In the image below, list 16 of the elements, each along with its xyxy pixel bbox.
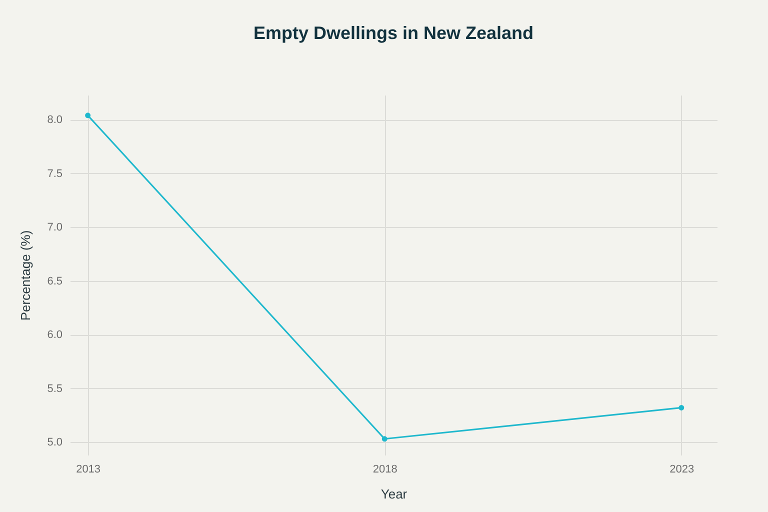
- x-tick-label: 2023: [670, 464, 694, 476]
- y-tick-label: 7.0: [47, 222, 62, 234]
- x-tick-label: 2018: [372, 464, 398, 476]
- y-tick-label: 5.0: [47, 436, 62, 449]
- y-axis-title: Percentage (%): [18, 230, 34, 321]
- y-tick-label: 6.0: [47, 329, 62, 342]
- point: [382, 436, 388, 442]
- point: [678, 404, 684, 410]
- y-tick-label: 5.5: [47, 382, 62, 395]
- x-axis-title: Year: [380, 486, 408, 502]
- point: [85, 112, 91, 118]
- y-tick-label: 6.5: [47, 275, 62, 288]
- chart-title: Empty Dwellings in New Zealand: [253, 23, 534, 43]
- y-tick-label: 7.5: [47, 168, 62, 180]
- y-tick-label: 8.0: [47, 114, 62, 126]
- x-tick-label: 2013: [76, 464, 101, 476]
